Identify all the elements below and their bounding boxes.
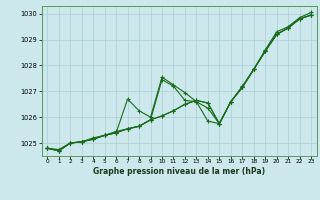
X-axis label: Graphe pression niveau de la mer (hPa): Graphe pression niveau de la mer (hPa) <box>93 167 265 176</box>
